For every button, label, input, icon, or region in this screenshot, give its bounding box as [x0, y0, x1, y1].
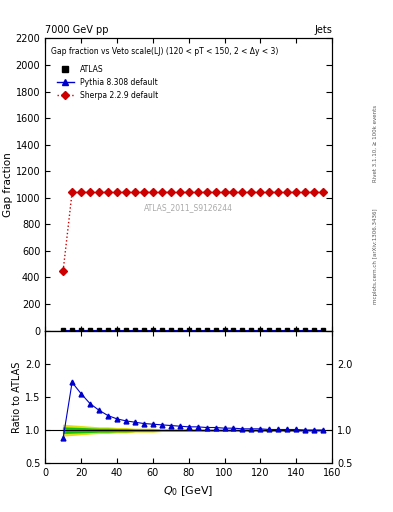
X-axis label: $Q_0$ [GeV]: $Q_0$ [GeV] — [163, 484, 214, 498]
Y-axis label: Gap fraction: Gap fraction — [3, 152, 13, 217]
Legend: ATLAS, Pythia 8.308 default, Sherpa 2.2.9 default: ATLAS, Pythia 8.308 default, Sherpa 2.2.… — [55, 62, 160, 102]
Text: Rivet 3.1.10, ≥ 100k events: Rivet 3.1.10, ≥ 100k events — [373, 105, 378, 182]
Text: Jets: Jets — [314, 25, 332, 35]
Y-axis label: Ratio to ATLAS: Ratio to ATLAS — [12, 361, 22, 433]
Text: 7000 GeV pp: 7000 GeV pp — [45, 25, 109, 35]
Text: mcplots.cern.ch [arXiv:1306.3436]: mcplots.cern.ch [arXiv:1306.3436] — [373, 208, 378, 304]
Text: ATLAS_2011_S9126244: ATLAS_2011_S9126244 — [144, 203, 233, 212]
Text: Gap fraction vs Veto scale(LJ) (120 < pT < 150, 2 < Δy < 3): Gap fraction vs Veto scale(LJ) (120 < pT… — [51, 47, 278, 56]
